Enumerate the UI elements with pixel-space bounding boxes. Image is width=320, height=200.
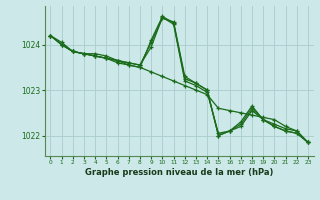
X-axis label: Graphe pression niveau de la mer (hPa): Graphe pression niveau de la mer (hPa) (85, 168, 273, 177)
